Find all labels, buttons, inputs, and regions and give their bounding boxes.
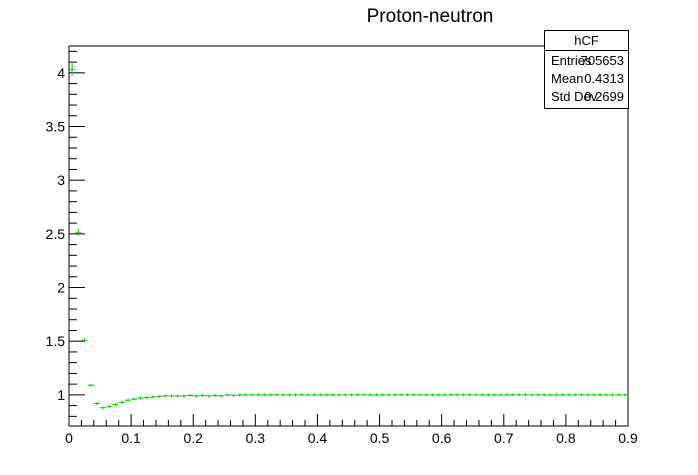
mean-value: 0.4313 <box>584 71 624 86</box>
y-tick-label: 3 <box>57 172 65 188</box>
chart-title: Proton-neutron <box>366 6 494 27</box>
x-tick-label: 0.9 <box>618 430 638 446</box>
x-axis: 0 0.1 0.2 0.3 0.4 0.5 0.6 0.7 0.8 0.9 <box>65 414 638 446</box>
entries-value: 705653 <box>580 53 624 68</box>
y-tick-label: 1 <box>57 387 65 403</box>
y-axis: 1 1.5 2 2.5 3 3.5 4 <box>46 50 85 417</box>
mean-label: Mean <box>551 71 584 86</box>
x-tick-label: 0.7 <box>494 430 514 446</box>
x-tick-label: 0.5 <box>370 430 390 446</box>
y-tick-label: 2 <box>57 280 65 296</box>
y-tick-label: 4 <box>57 65 65 81</box>
x-tick-label: 0.1 <box>121 430 141 446</box>
y-tick-label: 1.5 <box>46 333 66 349</box>
stats-box-name: hCF <box>545 32 628 51</box>
entries-label: Entries <box>551 53 592 68</box>
stats-box: hCF Entries 705653 Mean 0.4313 Std Dev 0… <box>544 30 629 109</box>
stddev-label: Std Dev <box>551 89 598 104</box>
y-tick-label: 2.5 <box>46 226 66 242</box>
y-tick-label: 3.5 <box>46 119 66 135</box>
x-tick-label: 0.4 <box>308 430 328 446</box>
x-tick-label: 0.3 <box>246 430 266 446</box>
x-tick-label: 0.8 <box>556 430 576 446</box>
x-tick-label: 0.2 <box>183 430 203 446</box>
stddev-value: 0.2699 <box>584 89 624 104</box>
stats-row-mean: Mean 0.4313 <box>551 70 624 88</box>
data-points <box>69 63 628 410</box>
stats-row-stddev: Std Dev 0.2699 <box>551 88 624 106</box>
stats-row-entries: Entries 705653 <box>551 52 624 70</box>
plot-frame <box>68 45 629 427</box>
x-tick-label: 0 <box>65 430 73 446</box>
x-tick-label: 0.6 <box>432 430 452 446</box>
